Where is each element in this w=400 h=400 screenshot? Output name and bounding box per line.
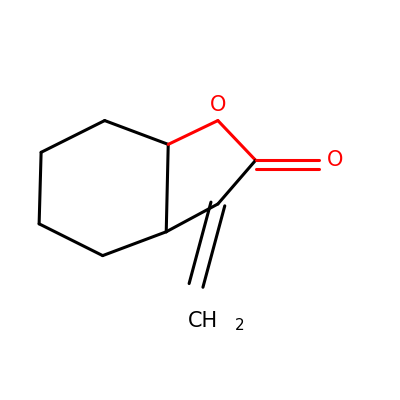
Text: CH: CH xyxy=(188,311,218,331)
Text: O: O xyxy=(210,96,226,116)
Text: O: O xyxy=(327,150,343,170)
Text: 2: 2 xyxy=(235,318,244,334)
